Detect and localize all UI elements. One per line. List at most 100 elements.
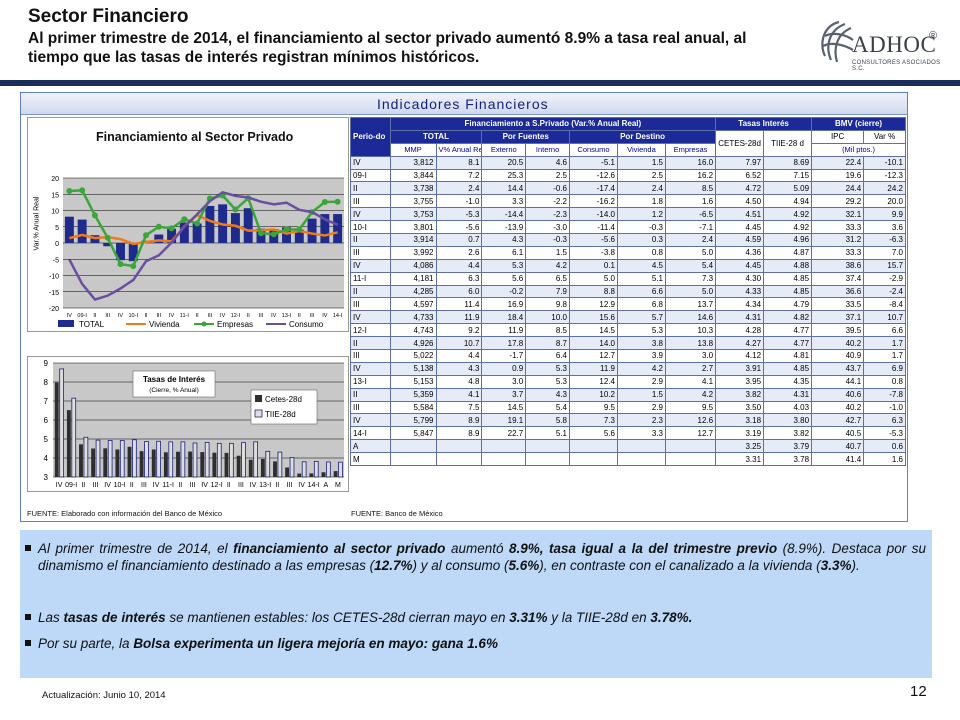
period-cell: III bbox=[350, 349, 391, 363]
value-cell: 14.5 bbox=[481, 400, 527, 415]
x-tick-label: III bbox=[238, 482, 244, 489]
value-cell: 6.3 bbox=[435, 271, 483, 286]
value-cell: 6.6 bbox=[863, 323, 906, 338]
value-cell: 5,138 bbox=[389, 361, 437, 376]
bar-cetes bbox=[188, 451, 193, 477]
value-cell: -6.5 bbox=[664, 207, 717, 222]
x-tick-label: III bbox=[156, 313, 161, 319]
period-cell: III bbox=[350, 194, 391, 209]
x-tick-label: II bbox=[275, 482, 279, 489]
value-cell: 25.3 bbox=[481, 168, 527, 183]
value-cell: 6.9 bbox=[863, 361, 906, 376]
bar-tiie bbox=[156, 440, 161, 478]
x-tick-label: II bbox=[93, 313, 97, 319]
bullet-text-part: tasas de interés bbox=[63, 610, 166, 625]
x-tick-label: 14-I bbox=[308, 482, 320, 489]
x-tick-label: IV bbox=[118, 313, 124, 319]
value-cell: 4.92 bbox=[763, 207, 813, 222]
value-cell: 3.9 bbox=[616, 349, 666, 363]
x-tick-label: III bbox=[259, 313, 264, 319]
value-cell: -2.4 bbox=[863, 284, 906, 299]
value-cell: 40.2 bbox=[811, 336, 865, 351]
value-cell: 3.82 bbox=[715, 387, 765, 402]
table-row: 13-I 5,153 4.8 3.0 5.3 12.4 2.9 4.1 3.95 4.35 44.1… bbox=[350, 374, 906, 389]
bar-total bbox=[154, 234, 164, 243]
bar-tiie bbox=[59, 368, 64, 478]
bar-total bbox=[179, 222, 189, 243]
value-cell: 11.9 bbox=[481, 323, 527, 338]
value-cell: 4.03 bbox=[763, 400, 813, 415]
value-cell: 4.72 bbox=[715, 181, 765, 196]
x-tick-label: II bbox=[81, 482, 85, 489]
value-cell: 4.87 bbox=[763, 245, 813, 260]
value-cell: 3.7 bbox=[481, 387, 527, 402]
x-tick-label: 11-I bbox=[180, 313, 190, 319]
bar-total bbox=[333, 214, 343, 243]
table-row: 14-I 5,847 8.9 22.7 5.1 5.6 3.3 12.7 3.19 3.82 40.… bbox=[350, 426, 906, 441]
period-cell: 10-I bbox=[350, 220, 391, 235]
value-cell: 4.77 bbox=[763, 336, 813, 351]
value-cell: 2.6 bbox=[435, 245, 483, 260]
x-tick-label: 14-I bbox=[333, 313, 343, 319]
value-cell: 14.0 bbox=[569, 336, 618, 351]
value-cell: 8.69 bbox=[763, 155, 813, 170]
bar-cetes bbox=[273, 461, 277, 477]
value-cell: 3.82 bbox=[763, 426, 813, 441]
value-cell: -0.3 bbox=[525, 233, 570, 247]
bar-total bbox=[128, 243, 138, 262]
value-cell: 8.1 bbox=[435, 155, 483, 170]
value-cell: 4.31 bbox=[715, 310, 765, 325]
value-cell: 10.0 bbox=[525, 310, 570, 325]
value-cell: 9.2 bbox=[435, 323, 483, 338]
value-cell: 4,597 bbox=[389, 297, 437, 312]
legend-swatch bbox=[255, 395, 262, 402]
table-row: IV 5,138 4.3 0.9 5.3 11.9 4.2 2.7 3.91 4.85 43.7 6.… bbox=[350, 361, 906, 376]
value-cell: 2.5 bbox=[616, 168, 666, 183]
value-cell: 16.2 bbox=[664, 168, 717, 183]
indicators-panel: Indicadores Financieros 20 15 10 5 0 -5 -10 -15… bbox=[20, 92, 908, 522]
bullet-text-part: se mantienen estables: los CETES-28d cie… bbox=[165, 610, 510, 625]
value-cell: -1.0 bbox=[435, 194, 483, 209]
value-cell: 4.36 bbox=[715, 245, 765, 260]
value-cell: 3.25 bbox=[715, 439, 765, 454]
value-cell: -17.4 bbox=[569, 181, 618, 196]
value-cell: 4.12 bbox=[715, 349, 765, 363]
bullet-text-part: financiamiento al sector privado bbox=[233, 541, 446, 556]
value-cell: 4.45 bbox=[715, 220, 765, 235]
value-cell: 4.94 bbox=[763, 194, 813, 209]
value-cell: 0.9 bbox=[481, 361, 527, 376]
value-cell: 0.1 bbox=[569, 258, 618, 273]
value-cell: 6.52 bbox=[715, 168, 765, 183]
bar-cetes bbox=[236, 455, 241, 477]
x-tick-label: III bbox=[208, 313, 213, 319]
value-cell: 1.5 bbox=[616, 155, 666, 170]
value-cell: 3.80 bbox=[763, 413, 813, 428]
value-cell: 4.30 bbox=[715, 271, 765, 286]
value-cell: 4.92 bbox=[763, 220, 813, 235]
x-tick-label: III bbox=[287, 482, 293, 489]
x-tick-label: III bbox=[190, 482, 196, 489]
value-cell: 16.0 bbox=[664, 155, 717, 170]
value-cell: 4.28 bbox=[715, 323, 765, 338]
bar-tiie bbox=[265, 450, 271, 478]
value-cell: 5.3 bbox=[525, 361, 570, 376]
bullet-text-part: Las bbox=[38, 610, 64, 625]
x-tick-label: II bbox=[178, 482, 182, 489]
value-cell: 4,181 bbox=[389, 271, 437, 286]
value-cell bbox=[435, 439, 483, 454]
value-cell: 7.0 bbox=[863, 245, 906, 260]
value-cell: 4.50 bbox=[715, 194, 765, 209]
value-cell: 5,799 bbox=[389, 413, 437, 428]
value-cell: 3.18 bbox=[715, 413, 765, 428]
financing-chart: 20 15 10 5 0 -5 -10 -15 -20 IV 09-I II III IV 10-I II II… bbox=[27, 117, 349, 332]
bar-total bbox=[77, 219, 87, 243]
bar-cetes bbox=[297, 473, 302, 477]
bar-total bbox=[307, 218, 317, 243]
period-cell: IV bbox=[350, 413, 391, 428]
title-box bbox=[132, 370, 216, 398]
value-cell bbox=[616, 439, 666, 454]
value-cell: 0.7 bbox=[435, 233, 483, 247]
x-tick-label: IV bbox=[271, 313, 277, 319]
point-empresas bbox=[181, 216, 188, 223]
page-subtitle: Al primer trimestre de 2014, el financia… bbox=[28, 30, 747, 66]
